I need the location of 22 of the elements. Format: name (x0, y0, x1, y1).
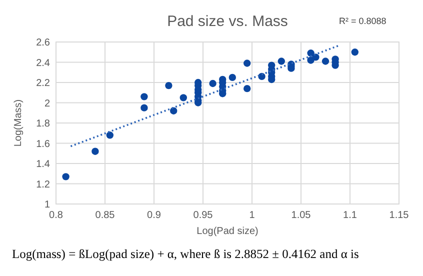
x-tick-label: 1.1 (343, 210, 358, 221)
y-tick-label: 2.2 (36, 78, 50, 89)
text: R² = 0.8088 (339, 16, 386, 26)
x-tick-label: 1 (249, 210, 256, 221)
y-tick-label: 2.4 (36, 58, 50, 69)
y-tick-label: 1 (44, 200, 50, 210)
x-tick-label: 0.95 (193, 210, 214, 221)
x-tick-label: 0.9 (147, 210, 162, 221)
y-tick-label: 2 (44, 98, 50, 110)
text: Log(mass) = ßLog(pad size) + α, where ß is 2.8852 ± 0.4162 and α is (12, 247, 359, 261)
y-tick-label: 2.6 (36, 38, 50, 48)
x-tick-label: 0.8 (49, 210, 64, 221)
x-tick-label: 1.05 (291, 210, 312, 221)
y-tick-label: 1.2 (36, 179, 50, 190)
x-tick-label: 1.15 (389, 210, 410, 221)
y-tick-label: 1.8 (36, 118, 50, 130)
x-axis-title: Log(Pad size) (196, 226, 258, 237)
y-axis-title: Log(Mass) (13, 99, 24, 147)
chart-title: Pad size vs. Mass (167, 13, 288, 30)
y-tick-label: 1.4 (36, 159, 50, 170)
x-tick-label: 0.85 (95, 210, 116, 221)
y-tick-label: 1.6 (36, 138, 50, 150)
